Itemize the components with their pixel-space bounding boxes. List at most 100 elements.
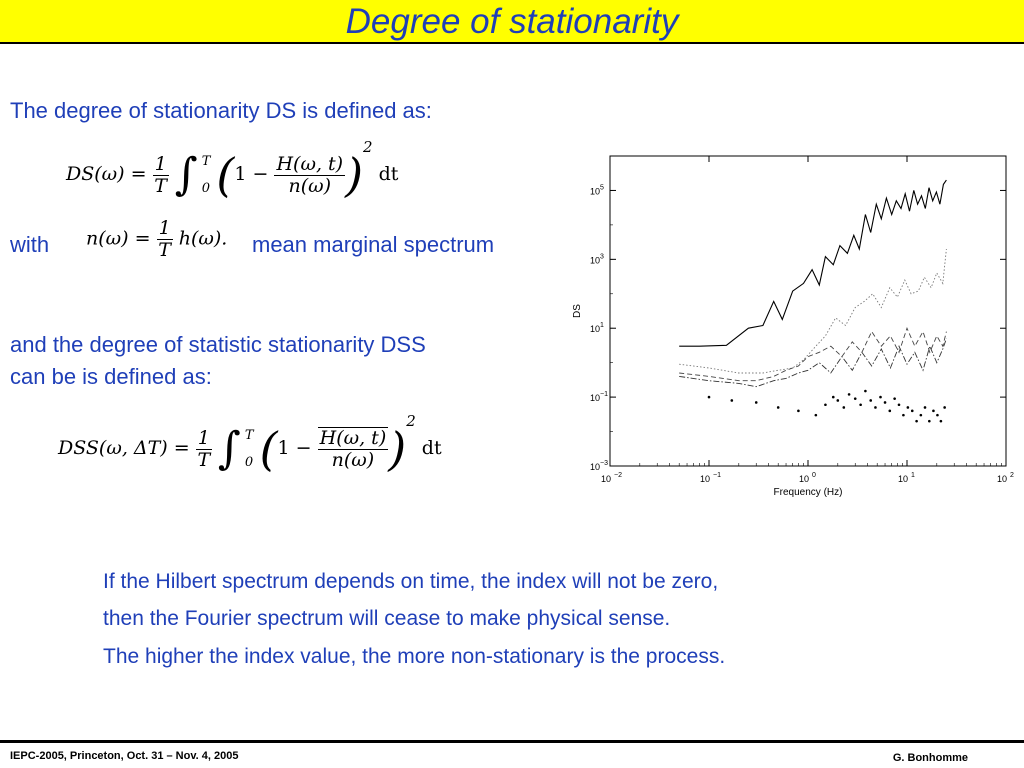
data-point [936, 413, 939, 417]
y-tick-label: 10 [590, 186, 600, 196]
data-point [836, 399, 840, 402]
dss-lhs: DSS(ω, ΔT) = [58, 437, 196, 459]
data-point [776, 406, 780, 409]
data-point [842, 406, 846, 409]
slide-title: Degree of stationarity [345, 2, 679, 41]
data-point [897, 403, 901, 407]
with-label: with [10, 232, 50, 257]
ds-int-upper: T [201, 154, 211, 169]
data-point [853, 397, 857, 400]
dss-intro-line1: and the degree of statistic stationarity… [10, 332, 426, 357]
y-tick-label: 10 [590, 462, 600, 472]
y-tick-label-exponent: 5 [600, 184, 604, 191]
data-point [707, 395, 711, 399]
data-point [888, 409, 892, 413]
dss-inner-frac: H(ω, t) n(ω) [317, 427, 389, 471]
n-lhs: n(ω) = [86, 227, 157, 250]
ds-lhs: DS(ω) = [66, 163, 153, 185]
series-line-dotted [679, 248, 947, 374]
data-point [847, 393, 851, 396]
dss-one-minus: 1 − [277, 437, 318, 459]
y-tick-label-exponent: 1 [600, 322, 604, 329]
left-paren: ( [259, 422, 278, 476]
ds-frequency-chart: 10 −2 10 −1 10 0 10 1 10 210 −310 −110 110 310 5Freque… [572, 155, 1014, 498]
x-tick-label: 10 [997, 474, 1007, 484]
data-point [932, 409, 935, 413]
title-bar: Degree of stationarity [0, 0, 1024, 44]
x-tick-label: 10 [799, 474, 809, 484]
data-point [831, 395, 835, 399]
series-line-solid [679, 179, 947, 347]
data-point [943, 406, 946, 409]
series-line-dashdot [679, 338, 947, 388]
data-point [902, 413, 905, 417]
right-paren: ) [345, 148, 364, 202]
data-point [859, 403, 862, 407]
bullet-line: If the Hilbert spectrum depends on time,… [103, 570, 719, 593]
x-tick-label-exponent: 0 [812, 472, 816, 479]
dss-int-lower: 0 [244, 455, 254, 470]
dss-intro-line2: can be is defined as: [10, 364, 212, 389]
integral-sign: ∫ [217, 423, 241, 474]
data-point [797, 409, 800, 413]
data-point [910, 409, 914, 413]
data-point [928, 419, 931, 423]
bullet-line: then the Fourier spectrum will cease to … [103, 607, 671, 630]
x-tick-label: 10 [700, 474, 710, 484]
ds-frac-num: 1 [152, 152, 169, 176]
y-tick-label-exponent: −1 [600, 391, 608, 398]
dss-int-upper: T [244, 428, 254, 443]
ds-inner-frac: H(ω, t) n(ω) [274, 152, 346, 197]
integral-sign: ∫ [174, 149, 198, 200]
y-tick-label: 10 [590, 393, 600, 403]
footer-author: G. Bonhomme [892, 752, 968, 764]
data-point [919, 413, 923, 417]
ds-inner-num: H(ω, t) [274, 152, 346, 176]
series-line-dashed [679, 326, 947, 382]
data-point [893, 397, 896, 400]
data-point [869, 399, 873, 402]
x-tick-label: 10 [898, 474, 908, 484]
intro-text: The degree of stationarity DS is defined… [10, 98, 432, 123]
x-tick-label-exponent: −2 [614, 472, 622, 479]
n-frac-num: 1 [156, 217, 173, 240]
n-frac-den: T [158, 238, 171, 261]
n-rhs: h(ω). [178, 227, 228, 250]
dss-inner-den: n(ω) [331, 449, 375, 471]
plot-frame [609, 155, 1007, 467]
data-point [730, 399, 734, 402]
x-tick-label-exponent: 2 [1010, 472, 1014, 479]
data-point [915, 419, 918, 423]
data-point [879, 395, 882, 399]
data-point [864, 389, 867, 393]
y-tick-label-exponent: 3 [600, 253, 604, 260]
dss-inner-num: H(ω, t) [317, 427, 389, 450]
data-point [906, 406, 910, 409]
y-tick-label: 10 [590, 255, 600, 265]
x-axis-label: Frequency (Hz) [774, 487, 843, 498]
data-point [814, 413, 818, 417]
dss-dt: dt [421, 437, 442, 459]
y-tick-label: 10 [590, 324, 600, 334]
y-tick-label-exponent: −3 [600, 460, 608, 467]
ds-inner-den: n(ω) [288, 174, 332, 197]
ds-dt: dt [378, 163, 399, 185]
left-paren: ( [216, 148, 235, 202]
dss-frac-den: T [197, 448, 211, 471]
data-point [874, 406, 877, 409]
ds-frac-den: T [154, 174, 167, 197]
dss-frac-num: 1 [195, 426, 212, 450]
ds-one-minus: 1 − [234, 163, 275, 185]
data-point [824, 403, 827, 407]
data-point [923, 406, 927, 409]
right-paren: ) [388, 422, 407, 476]
x-tick-label: 10 [601, 474, 611, 484]
